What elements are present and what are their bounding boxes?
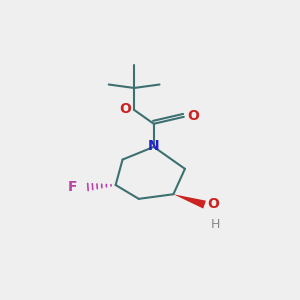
Polygon shape	[173, 194, 206, 208]
Text: H: H	[210, 218, 220, 231]
Text: O: O	[119, 103, 130, 116]
Text: O: O	[207, 197, 219, 211]
Text: O: O	[187, 109, 199, 123]
Text: F: F	[68, 180, 77, 194]
Text: N: N	[148, 139, 160, 153]
